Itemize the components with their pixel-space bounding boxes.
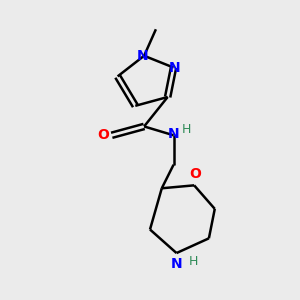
Text: N: N	[169, 61, 181, 75]
Text: O: O	[190, 167, 202, 181]
Text: N: N	[171, 257, 182, 272]
Text: H: H	[182, 123, 191, 136]
Text: N: N	[137, 49, 148, 63]
Text: O: O	[97, 128, 109, 142]
Text: N: N	[168, 127, 179, 141]
Text: H: H	[188, 255, 198, 268]
